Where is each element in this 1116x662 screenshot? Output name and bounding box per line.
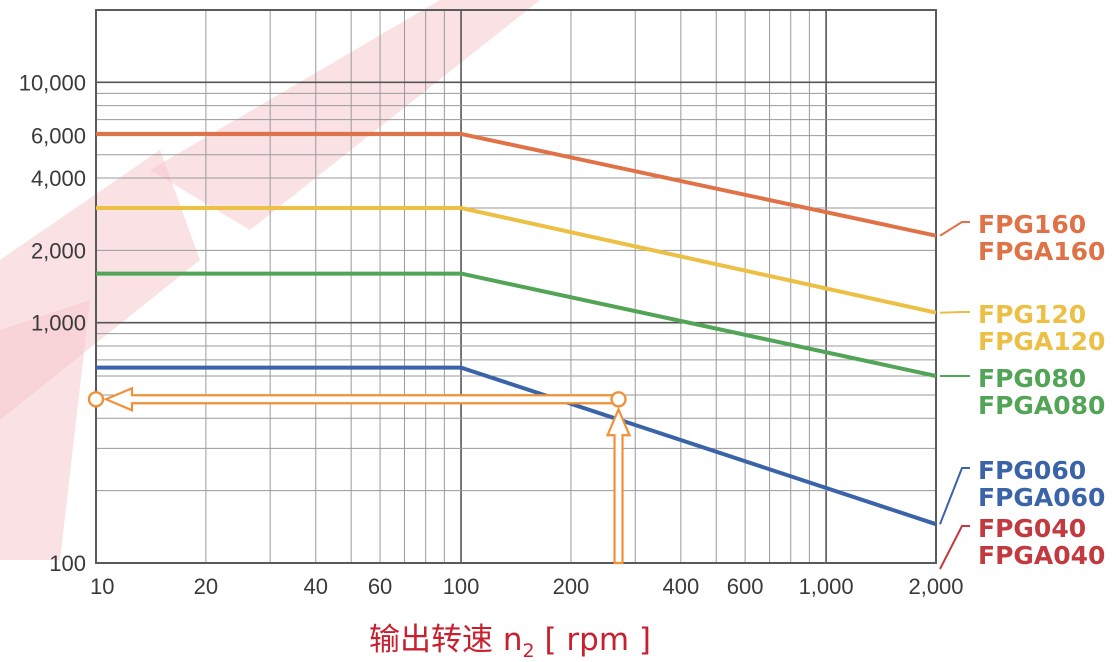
left-arrow	[103, 386, 614, 412]
watermark-shape	[150, 0, 540, 230]
y-tick-label: 100	[49, 551, 86, 576]
series-label: FPG120	[978, 300, 1086, 329]
x-tick-label: 20	[194, 574, 218, 599]
series-line	[96, 365, 937, 527]
y-tick-label: 10,000	[19, 70, 86, 95]
y-tick-label: 4,000	[31, 166, 86, 191]
series-label: FPGA080	[978, 391, 1105, 420]
x-axis-title-tail: [ rpm ]	[535, 622, 651, 658]
watermark	[0, 0, 540, 560]
series-label-connector	[939, 311, 970, 314]
y-tick-label: 2,000	[31, 238, 86, 263]
x-tick-label: 100	[443, 574, 480, 599]
x-axis-title-subscript: 2	[523, 640, 535, 662]
series-line	[96, 271, 937, 378]
x-tick-label: 200	[553, 574, 590, 599]
series-label: FPGA040	[978, 541, 1105, 570]
plot-frame	[95, 9, 937, 564]
series-label-connector	[939, 467, 970, 525]
series-label-connector	[939, 525, 970, 570]
series-label: FPGA120	[978, 327, 1105, 356]
y-tick-label: 6,000	[31, 124, 86, 149]
up-arrow	[605, 406, 632, 565]
x-axis-title: 输出转速 n2 [ rpm ]	[369, 622, 651, 662]
x-axis-title-main: 输出转速 n	[369, 622, 523, 658]
series-label: FPG060	[978, 456, 1086, 485]
x-tick-label: 1,000	[799, 574, 854, 599]
series-line	[96, 206, 937, 315]
watermark-shape	[0, 300, 90, 560]
series-label: FPG040	[978, 514, 1086, 543]
x-tick-label: 400	[662, 574, 699, 599]
series-label: FPG160	[978, 210, 1086, 239]
x-tick-label: 60	[368, 574, 392, 599]
y-axis-ticks: 100 1,000 2,000 4,000 6,000 10,000	[19, 70, 86, 576]
series-label: FPGA060	[978, 483, 1105, 512]
x-tick-label: 10	[90, 574, 114, 599]
reading-point-marker	[610, 391, 627, 408]
series-line	[96, 131, 937, 238]
x-axis-ticks: 10 20 40 60 100 200 400 600 1,000 2,000	[90, 574, 964, 599]
series-lines	[96, 131, 937, 527]
series-label-connector	[939, 221, 970, 237]
x-tick-label: 2,000	[908, 574, 963, 599]
x-tick-label: 600	[727, 574, 764, 599]
reading-annotation	[87, 386, 632, 565]
x-tick-label: 40	[304, 574, 328, 599]
axis-point-marker	[87, 391, 105, 408]
series-label: FPGA160	[978, 237, 1105, 266]
y-tick-label: 1,000	[31, 311, 86, 336]
series-label: FPG080	[978, 364, 1086, 393]
